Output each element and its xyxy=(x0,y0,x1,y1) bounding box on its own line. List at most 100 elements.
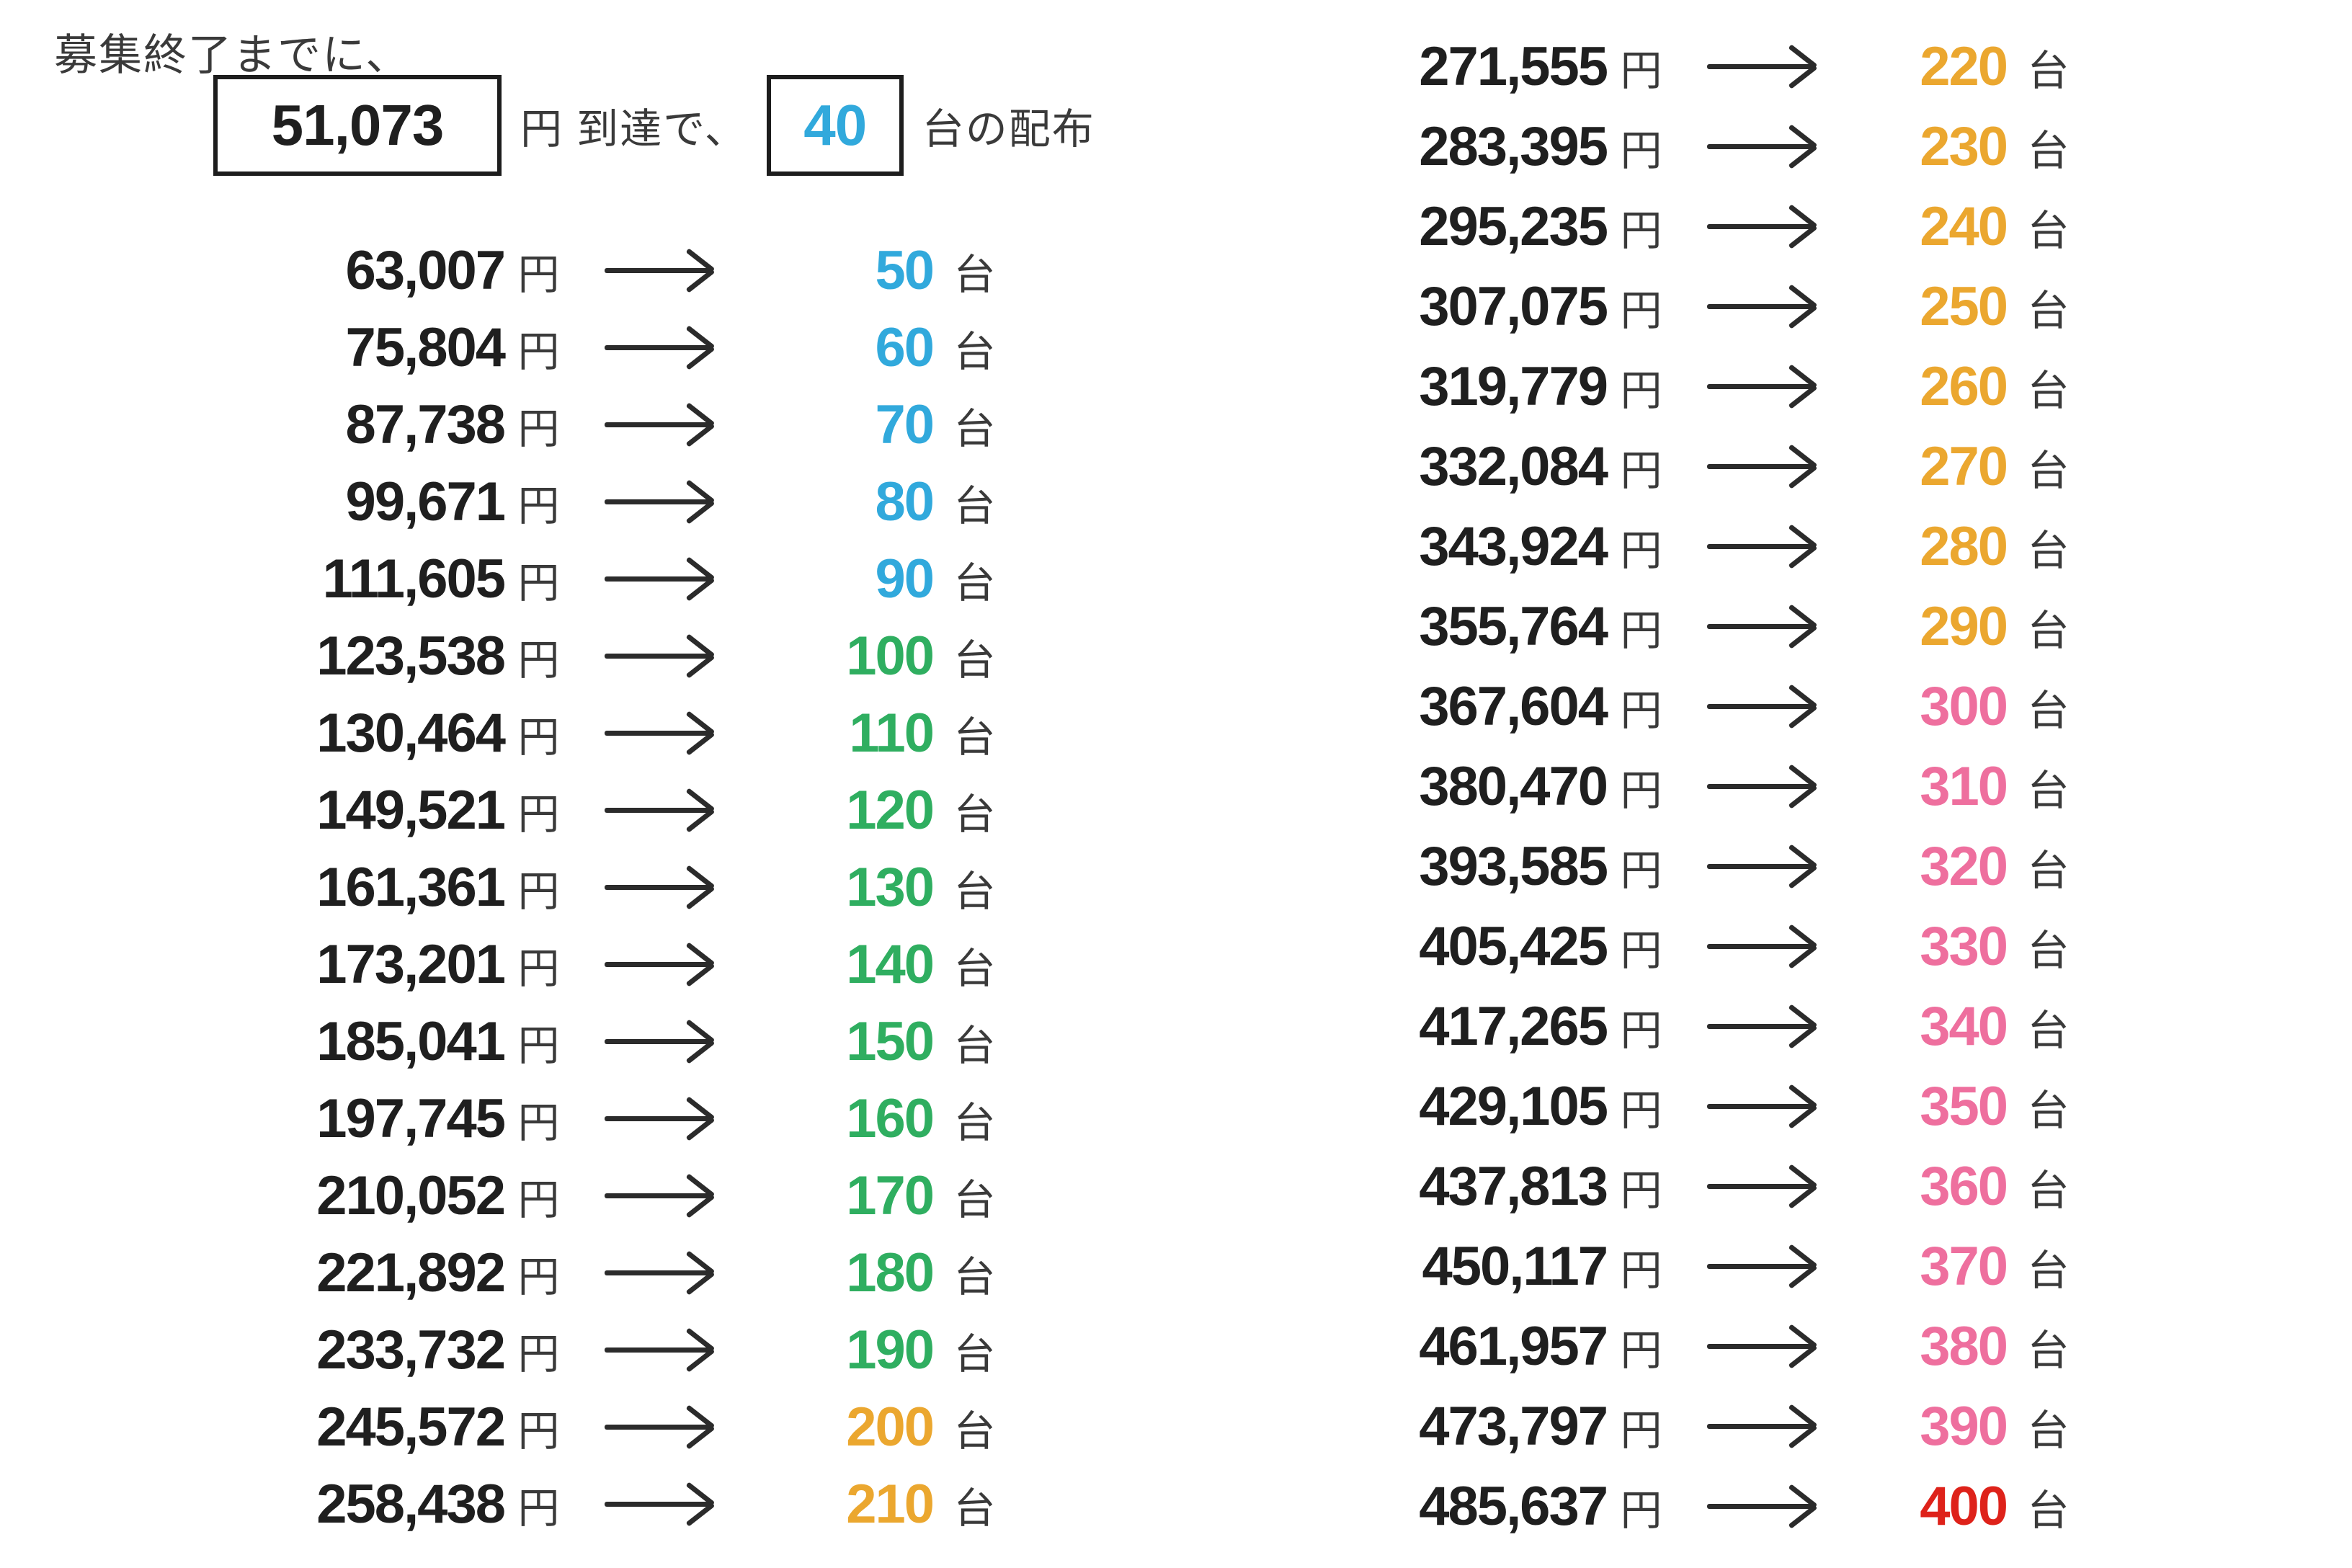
right-arrow-icon xyxy=(1675,1104,1845,1109)
right-arrow-shape xyxy=(1706,1344,1814,1349)
unit-dai-label: 台 xyxy=(2027,1007,2070,1054)
price-value: 283,395 xyxy=(1419,116,1608,177)
unit-yen-label: 円 xyxy=(1620,1007,1662,1054)
count-value: 300 xyxy=(1920,676,2008,737)
unit-dai-label: 台 xyxy=(953,1099,996,1146)
milestone-column-left: 63,007 円 50 台 75,804 円 60 台 87,738 円 70 台 99,671 円 80 台… xyxy=(61,232,1016,1543)
price-value: 405,425 xyxy=(1419,916,1608,977)
price-value: 393,585 xyxy=(1419,836,1608,897)
milestone-row: 485,637 円 400 台 xyxy=(1369,1466,2090,1546)
milestone-row: 380,470 円 310 台 xyxy=(1369,747,2090,827)
right-arrow-shape xyxy=(604,1502,711,1507)
milestone-row: 332,084 円 270 台 xyxy=(1369,427,2090,507)
right-arrow-icon xyxy=(573,1348,742,1353)
right-arrow-icon xyxy=(1675,464,1845,469)
unit-yen-label: 円 xyxy=(517,1484,560,1532)
count-value: 200 xyxy=(846,1396,935,1458)
right-arrow-shape xyxy=(604,731,711,736)
unit-dai-label: 台 xyxy=(953,328,996,375)
unit-dai-label: 台 xyxy=(2027,127,2070,174)
count-value: 150 xyxy=(846,1011,935,1072)
unit-dai-label: 台 xyxy=(2027,287,2070,334)
count-value: 170 xyxy=(846,1165,935,1226)
right-arrow-shape xyxy=(604,268,711,273)
unit-dai-label: 台 xyxy=(953,251,996,298)
price-value: 233,732 xyxy=(316,1319,506,1381)
milestone-row: 197,745 円 160 台 xyxy=(61,1080,1016,1157)
right-arrow-icon xyxy=(1675,544,1845,549)
unit-dai-label: 台 xyxy=(2027,1407,2070,1454)
milestone-row: 130,464 円 110 台 xyxy=(61,695,1016,772)
count-value: 310 xyxy=(1920,756,2008,817)
count-value: 350 xyxy=(1920,1076,2008,1137)
unit-dai-label: 台 xyxy=(2027,1167,2070,1214)
milestone-row: 417,265 円 340 台 xyxy=(1369,986,2090,1066)
unit-dai-label: 台 xyxy=(2027,447,2070,494)
count-value: 240 xyxy=(1920,196,2008,257)
unit-yen-label: 円 xyxy=(1620,767,1662,814)
milestone-row: 450,117 円 370 台 xyxy=(1369,1226,2090,1306)
right-arrow-icon xyxy=(1675,64,1845,69)
unit-yen-label: 円 xyxy=(517,1022,560,1069)
right-arrow-icon xyxy=(1675,704,1845,709)
unit-dai-label: 台 xyxy=(2027,927,2070,974)
right-arrow-icon xyxy=(1675,864,1845,869)
count-value: 390 xyxy=(1920,1396,2008,1457)
milestone-row: 123,538 円 100 台 xyxy=(61,618,1016,695)
right-arrow-shape xyxy=(1706,144,1814,149)
unit-yen-label: 円 xyxy=(517,636,560,684)
right-arrow-icon xyxy=(573,1039,742,1044)
unit-yen-label: 円 xyxy=(1620,1167,1662,1214)
unit-yen-label: 円 xyxy=(517,1407,560,1455)
price-value: 307,075 xyxy=(1419,276,1608,337)
price-value: 185,041 xyxy=(316,1011,506,1072)
right-arrow-shape xyxy=(1706,1104,1814,1109)
price-value: 123,538 xyxy=(316,625,506,687)
right-arrow-icon xyxy=(1675,1424,1845,1429)
unit-yen-label: 円 xyxy=(517,1176,560,1224)
right-arrow-shape xyxy=(604,345,711,350)
right-arrow-shape xyxy=(604,1348,711,1353)
unit-dai-label: 台 xyxy=(953,559,996,607)
count-value: 90 xyxy=(875,548,935,610)
price-value: 63,007 xyxy=(345,240,506,301)
count-value: 320 xyxy=(1920,836,2008,897)
count-value: 80 xyxy=(875,471,935,533)
price-value: 343,924 xyxy=(1419,516,1608,577)
milestone-row: 319,779 円 260 台 xyxy=(1369,347,2090,427)
right-arrow-shape xyxy=(1706,384,1814,389)
unit-yen-label: 円 xyxy=(517,1099,560,1146)
right-arrow-icon xyxy=(573,808,742,813)
unit-yen-label: 円 xyxy=(1620,527,1662,574)
milestone-row: 233,732 円 190 台 xyxy=(61,1311,1016,1389)
price-value: 319,779 xyxy=(1419,356,1608,417)
right-arrow-icon xyxy=(573,499,742,504)
price-value: 99,671 xyxy=(345,471,506,533)
unit-yen-label: 円 xyxy=(517,251,560,298)
unit-yen-label: 円 xyxy=(1620,1327,1662,1374)
count-value: 270 xyxy=(1920,436,2008,497)
count-value: 60 xyxy=(875,317,935,378)
milestone-row: 355,764 円 290 台 xyxy=(1369,587,2090,667)
price-value: 473,797 xyxy=(1419,1396,1608,1457)
unit-dai-label: 台 xyxy=(2027,847,2070,894)
milestone-row: 75,804 円 60 台 xyxy=(61,309,1016,386)
right-arrow-icon xyxy=(573,731,742,736)
right-arrow-icon xyxy=(573,962,742,967)
unit-yen-label: 円 xyxy=(517,405,560,453)
price-value: 149,521 xyxy=(316,780,506,841)
right-arrow-icon xyxy=(1675,1184,1845,1189)
goal-line: 51,073 円 到達で、 40 台の配布 xyxy=(213,75,1095,176)
price-value: 130,464 xyxy=(316,703,506,764)
count-value: 260 xyxy=(1920,356,2008,417)
right-arrow-shape xyxy=(604,1270,711,1275)
right-arrow-shape xyxy=(1706,1184,1814,1189)
count-value: 190 xyxy=(846,1319,935,1381)
price-value: 417,265 xyxy=(1419,996,1608,1057)
count-value: 380 xyxy=(1920,1316,2008,1377)
unit-dai-label: 台 xyxy=(953,1484,996,1532)
unit-dai-label: 台 xyxy=(953,1022,996,1069)
count-value: 290 xyxy=(1920,596,2008,657)
price-value: 332,084 xyxy=(1419,436,1608,497)
